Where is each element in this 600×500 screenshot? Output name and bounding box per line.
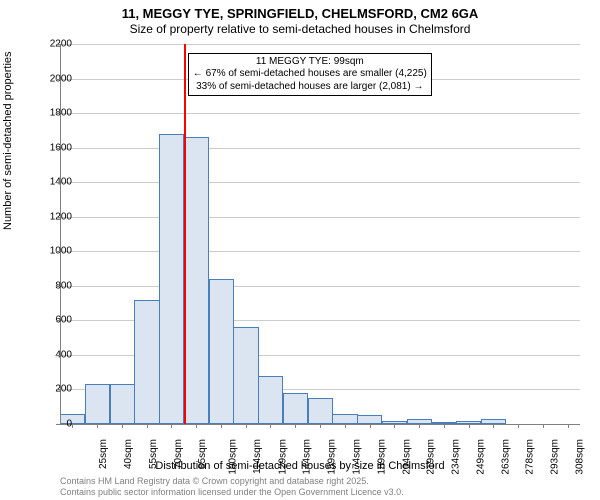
y-tick-label: 2000 <box>32 73 72 84</box>
x-tick-mark <box>345 424 346 428</box>
x-tick-mark <box>295 424 296 428</box>
x-tick-mark <box>147 424 148 428</box>
plot-area: 11 MEGGY TYE: 99sqm← 67% of semi-detache… <box>60 44 580 424</box>
y-tick-mark <box>56 424 60 425</box>
x-tick-mark <box>518 424 519 428</box>
y-tick-label: 1000 <box>32 246 72 257</box>
x-tick-mark <box>72 424 73 428</box>
x-tick-mark <box>394 424 395 428</box>
y-tick-mark <box>56 217 60 218</box>
y-tick-label: 800 <box>32 280 72 291</box>
gridline <box>60 44 580 45</box>
footer-line: Contains HM Land Registry data © Crown c… <box>60 476 404 487</box>
gridline <box>60 217 580 218</box>
x-axis-label: Distribution of semi-detached houses by … <box>0 460 600 472</box>
annotation-line: 33% of semi-detached houses are larger (… <box>193 81 427 94</box>
annotation-line: ← 67% of semi-detached houses are smalle… <box>193 68 427 81</box>
y-tick-label: 1200 <box>32 211 72 222</box>
property-annotation: 11 MEGGY TYE: 99sqm← 67% of semi-detache… <box>188 53 432 97</box>
chart-container: 11, MEGGY TYE, SPRINGFIELD, CHELMSFORD, … <box>0 0 600 500</box>
x-tick-mark <box>196 424 197 428</box>
x-tick-mark <box>246 424 247 428</box>
y-tick-label: 200 <box>32 384 72 395</box>
histogram-bar <box>134 300 159 424</box>
gridline <box>60 251 580 252</box>
histogram-bar <box>209 279 234 424</box>
x-tick-mark <box>171 424 172 428</box>
histogram-bar <box>332 414 357 424</box>
y-tick-label: 1600 <box>32 142 72 153</box>
histogram-bar <box>233 327 258 424</box>
histogram-bar <box>110 384 135 424</box>
histogram-bar <box>184 137 209 424</box>
y-tick-mark <box>56 79 60 80</box>
x-tick-mark <box>221 424 222 428</box>
x-tick-mark <box>543 424 544 428</box>
x-tick-mark <box>270 424 271 428</box>
y-tick-label: 400 <box>32 349 72 360</box>
chart-title: 11, MEGGY TYE, SPRINGFIELD, CHELMSFORD, … <box>0 6 600 22</box>
y-tick-mark <box>56 44 60 45</box>
y-axis-label: Number of semi-detached properties <box>2 51 14 230</box>
y-tick-mark <box>56 148 60 149</box>
chart-subtitle: Size of property relative to semi-detach… <box>0 22 600 37</box>
x-tick-mark <box>493 424 494 428</box>
y-tick-label: 0 <box>32 419 72 430</box>
y-tick-mark <box>56 182 60 183</box>
x-tick-mark <box>320 424 321 428</box>
annotation-line: 11 MEGGY TYE: 99sqm <box>193 56 427 69</box>
x-tick-mark <box>568 424 569 428</box>
y-tick-label: 600 <box>32 315 72 326</box>
y-axis-line <box>60 44 61 424</box>
title-block: 11, MEGGY TYE, SPRINGFIELD, CHELMSFORD, … <box>0 0 600 37</box>
histogram-bar <box>85 384 110 424</box>
histogram-bar <box>159 134 184 424</box>
y-tick-label: 1400 <box>32 177 72 188</box>
y-tick-mark <box>56 355 60 356</box>
y-tick-mark <box>56 320 60 321</box>
y-tick-label: 1800 <box>32 108 72 119</box>
x-tick-mark <box>419 424 420 428</box>
gridline <box>60 148 580 149</box>
x-tick-mark <box>444 424 445 428</box>
gridline <box>60 113 580 114</box>
y-tick-mark <box>56 286 60 287</box>
x-tick-mark <box>469 424 470 428</box>
x-tick-mark <box>122 424 123 428</box>
histogram-bar <box>283 393 308 424</box>
property-marker-line <box>184 44 186 424</box>
histogram-bar <box>258 376 283 424</box>
histogram-bar <box>308 398 333 424</box>
gridline <box>60 286 580 287</box>
footer-line: Contains public sector information licen… <box>60 487 404 498</box>
x-tick-mark <box>97 424 98 428</box>
x-tick-mark <box>370 424 371 428</box>
y-tick-mark <box>56 251 60 252</box>
y-tick-label: 2200 <box>32 39 72 50</box>
y-tick-mark <box>56 389 60 390</box>
chart-footer: Contains HM Land Registry data © Crown c… <box>60 476 404 498</box>
histogram-bar <box>357 415 382 424</box>
y-tick-mark <box>56 113 60 114</box>
gridline <box>60 182 580 183</box>
